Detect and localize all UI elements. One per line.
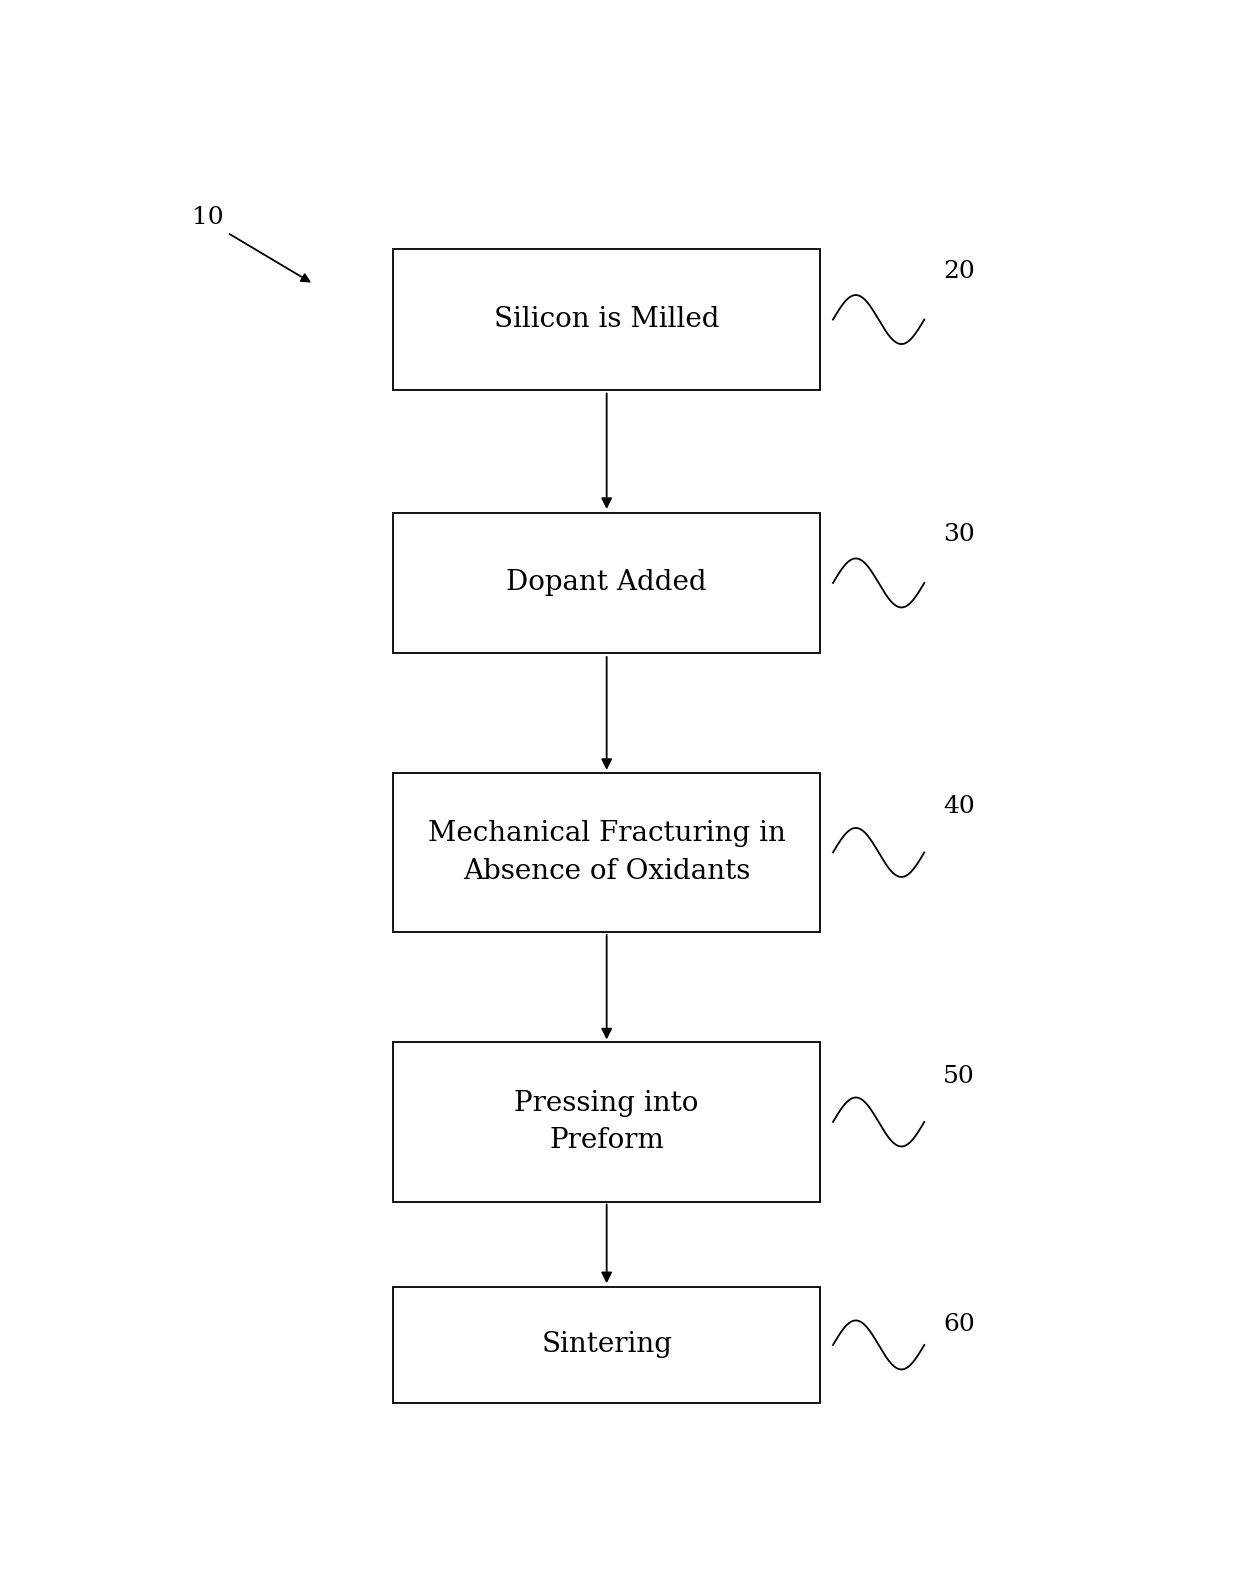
Text: 30: 30 — [942, 523, 975, 546]
Text: 60: 60 — [942, 1313, 975, 1336]
Text: Pressing into
Preform: Pressing into Preform — [515, 1090, 699, 1153]
Text: 40: 40 — [942, 796, 975, 818]
Bar — [393, 512, 821, 654]
Bar — [393, 1042, 821, 1201]
Text: Dopant Added: Dopant Added — [506, 570, 707, 597]
Bar — [393, 1287, 821, 1403]
Text: Silicon is Milled: Silicon is Milled — [494, 305, 719, 333]
Text: Sintering: Sintering — [541, 1332, 672, 1359]
Text: 20: 20 — [942, 259, 975, 283]
Bar — [393, 773, 821, 932]
Text: Mechanical Fracturing in
Absence of Oxidants: Mechanical Fracturing in Absence of Oxid… — [428, 821, 786, 885]
Bar — [393, 250, 821, 390]
Text: 50: 50 — [942, 1064, 975, 1088]
Text: 10: 10 — [192, 207, 223, 229]
